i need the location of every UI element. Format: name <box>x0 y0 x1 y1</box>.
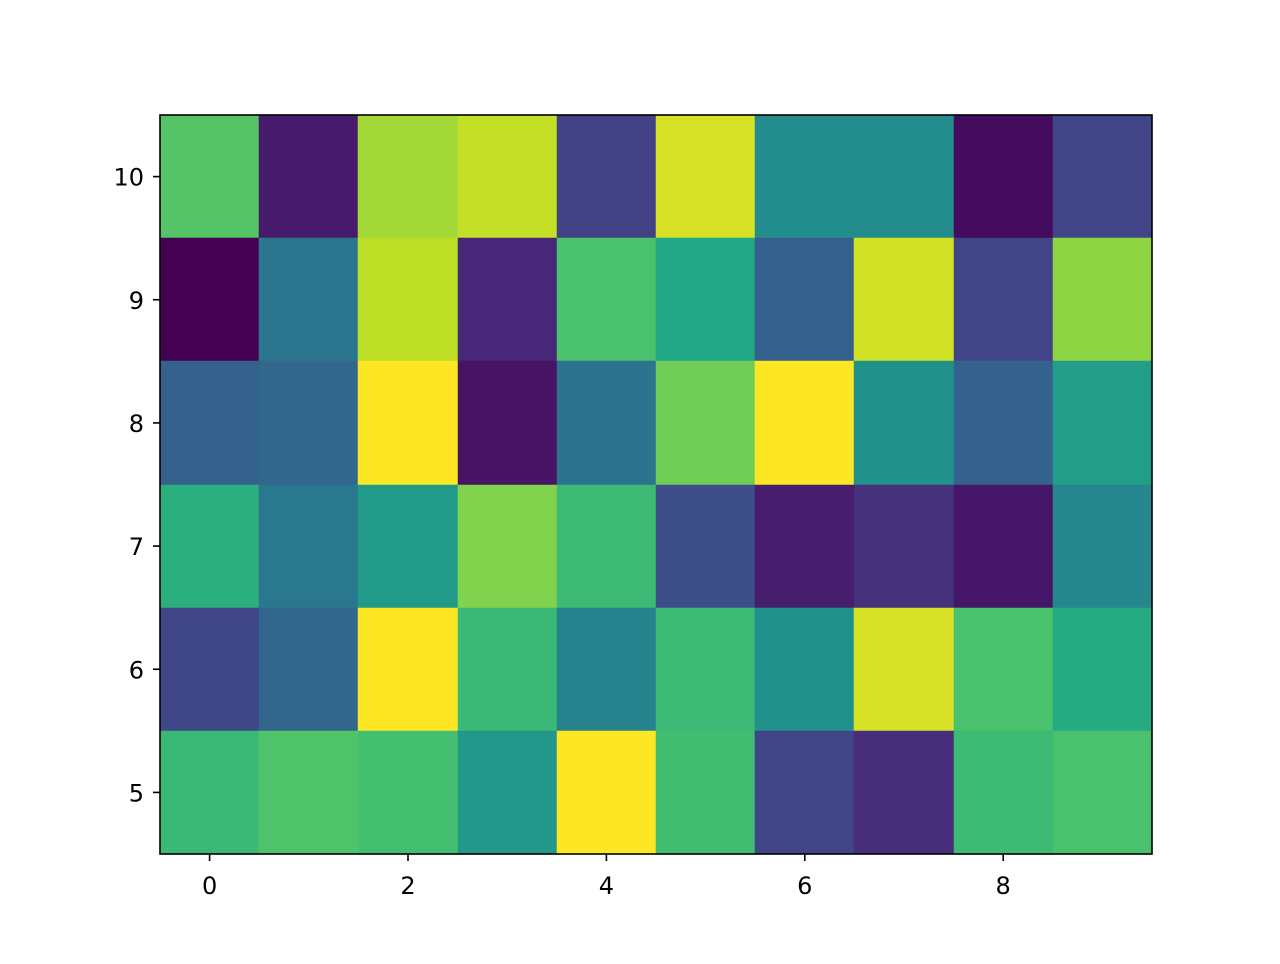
heatmap-cell <box>655 360 756 486</box>
heatmap-cell <box>556 360 657 486</box>
heatmap-cell <box>754 360 855 486</box>
y-tick-label: 5 <box>129 779 144 807</box>
heatmap-cell <box>953 607 1054 732</box>
y-tick-label: 8 <box>129 410 144 438</box>
heatmap-cell <box>1052 607 1153 732</box>
heatmap-cell <box>1052 237 1153 362</box>
heatmap-cell <box>159 237 260 362</box>
heatmap-cell <box>258 114 359 239</box>
heatmap-cell <box>1052 360 1153 486</box>
heatmap-cell <box>853 484 955 609</box>
x-axis: 0 2 4 6 8 <box>202 854 1011 900</box>
heatmap-cell <box>953 360 1054 486</box>
heatmap-cells <box>159 114 1153 855</box>
heatmap-cell <box>655 114 756 239</box>
heatmap-cell <box>754 114 855 239</box>
heatmap-cell <box>853 360 955 486</box>
heatmap-cell <box>953 484 1054 609</box>
heatmap-cell <box>953 237 1054 362</box>
y-tick-label: 9 <box>129 287 144 315</box>
heatmap-cell <box>357 237 459 362</box>
heatmap-cell <box>457 114 558 239</box>
heatmap-cell <box>357 730 459 855</box>
heatmap-cell <box>556 607 657 732</box>
y-tick-label: 10 <box>113 164 144 192</box>
heatmap-cell <box>754 237 855 362</box>
heatmap-cell <box>159 607 260 732</box>
heatmap-cell <box>556 484 657 609</box>
heatmap-cell <box>655 730 756 855</box>
heatmap-cell <box>556 114 657 239</box>
heatmap-cell <box>258 607 359 732</box>
heatmap-cell <box>457 607 558 732</box>
heatmap-cell <box>853 730 955 855</box>
y-axis: 5 6 7 8 9 10 <box>113 164 160 807</box>
heatmap-cell <box>754 607 855 732</box>
heatmap-cell <box>258 730 359 855</box>
heatmap-cell <box>357 360 459 486</box>
heatmap-cell <box>1052 114 1153 239</box>
heatmap-cell <box>457 237 558 362</box>
y-tick-label: 6 <box>129 656 144 684</box>
heatmap-cell <box>159 730 260 855</box>
x-tick-label: 8 <box>996 872 1011 900</box>
heatmap-cell <box>258 237 359 362</box>
x-tick-label: 2 <box>400 872 415 900</box>
heatmap-cell <box>754 730 855 855</box>
heatmap-cell <box>853 607 955 732</box>
heatmap-cell <box>1052 730 1153 855</box>
heatmap-cell <box>457 360 558 486</box>
heatmap-cell <box>853 114 955 239</box>
heatmap-cell <box>953 114 1054 239</box>
heatmap-cell <box>159 114 260 239</box>
heatmap-cell <box>457 730 558 855</box>
heatmap-cell <box>655 607 756 732</box>
heatmap-cell <box>655 237 756 362</box>
heatmap-cell <box>357 607 459 732</box>
heatmap-cell <box>556 237 657 362</box>
heatmap-cell <box>258 360 359 486</box>
heatmap-cell <box>457 484 558 609</box>
y-tick-label: 7 <box>129 533 144 561</box>
heatmap-cell <box>159 484 260 609</box>
heatmap-cell <box>357 114 459 239</box>
x-tick-label: 0 <box>202 872 217 900</box>
heatmap-cell <box>754 484 855 609</box>
x-tick-label: 6 <box>797 872 812 900</box>
heatmap-cell <box>953 730 1054 855</box>
heatmap-cell <box>357 484 459 609</box>
heatmap-cell <box>1052 484 1153 609</box>
heatmap-cell <box>556 730 657 855</box>
x-tick-label: 4 <box>599 872 614 900</box>
heatmap-cell <box>655 484 756 609</box>
heatmap-cell <box>258 484 359 609</box>
heatmap-cell <box>159 360 260 486</box>
plot-frame <box>159 114 1153 855</box>
heatmap-cell <box>853 237 955 362</box>
